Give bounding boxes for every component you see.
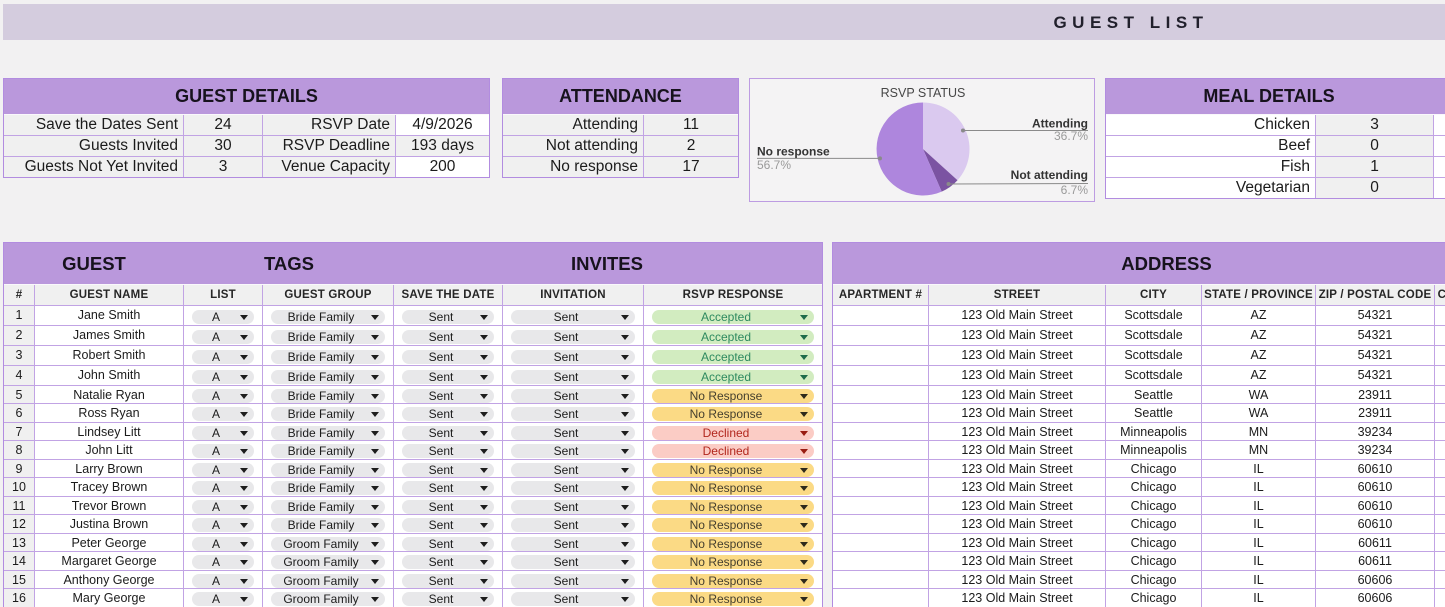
svg-text:RSVP STATUS: RSVP STATUS xyxy=(881,86,966,100)
svg-text:Not attending: Not attending xyxy=(1011,168,1088,182)
svg-text:No response: No response xyxy=(757,145,830,159)
svg-text:36.7%: 36.7% xyxy=(1054,129,1088,143)
svg-text:Attending: Attending xyxy=(1032,117,1088,131)
svg-text:6.7%: 6.7% xyxy=(1061,183,1089,197)
svg-text:56.7%: 56.7% xyxy=(757,158,791,172)
